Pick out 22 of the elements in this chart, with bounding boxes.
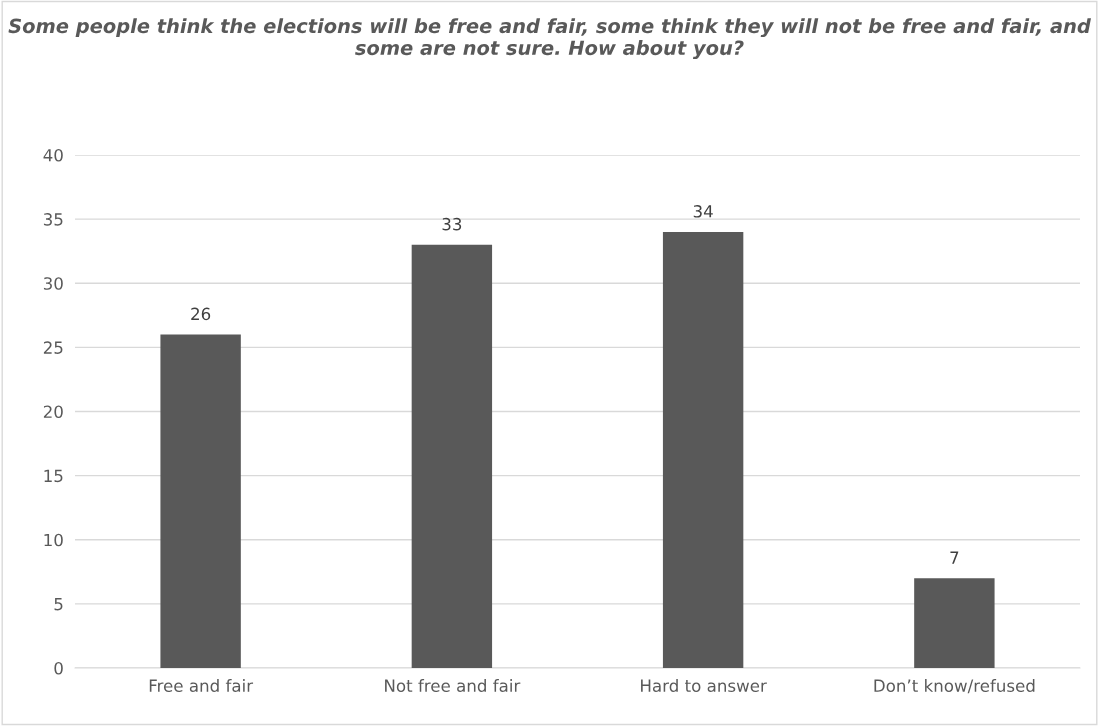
- x-tick-label: Hard to answer: [641, 679, 767, 693]
- y-tick-label: 40: [43, 148, 63, 162]
- bar: [411, 244, 493, 668]
- data-label: 7: [950, 551, 959, 564]
- y-tick-label: 30: [43, 277, 63, 290]
- x-tick-label: Free and fair: [149, 679, 254, 693]
- data-label: 33: [442, 217, 462, 231]
- y-tick-label: 0: [54, 661, 63, 675]
- y-tick-label: 20: [43, 405, 63, 419]
- data-label: 34: [693, 205, 713, 218]
- x-tick-label: Don’t know/refused: [874, 679, 1035, 694]
- y-tick-label: 35: [43, 213, 63, 226]
- data-label: 26: [191, 307, 211, 321]
- bar: [662, 231, 744, 668]
- x-tick-label: Not free and fair: [385, 679, 521, 693]
- y-tick-label: 5: [54, 598, 63, 611]
- y-tick-label: 10: [44, 533, 63, 547]
- y-tick-label: 25: [43, 341, 63, 354]
- bar: [914, 578, 995, 668]
- y-tick-label: 15: [44, 469, 63, 483]
- bar: [160, 334, 241, 668]
- chart-title: Some people think the elections will be free and fair, some think they will not be free and fair, and some are not sure. How about you?: [8, 18, 1091, 60]
